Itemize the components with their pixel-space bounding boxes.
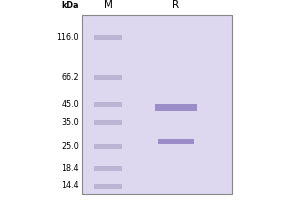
Bar <box>158 139 194 144</box>
Text: M: M <box>103 0 112 10</box>
Bar <box>94 102 122 107</box>
Bar <box>94 75 122 80</box>
Bar <box>82 15 232 194</box>
Bar <box>94 184 122 188</box>
Bar <box>155 104 197 111</box>
Text: 18.4: 18.4 <box>61 164 79 173</box>
Bar <box>94 166 122 171</box>
Text: 116.0: 116.0 <box>56 32 79 42</box>
Text: 25.0: 25.0 <box>61 142 79 151</box>
Text: 35.0: 35.0 <box>61 118 79 127</box>
Bar <box>94 144 122 149</box>
Text: kDa: kDa <box>61 1 79 10</box>
Text: R: R <box>172 0 180 10</box>
Text: 14.4: 14.4 <box>61 182 79 190</box>
Bar <box>94 120 122 125</box>
Text: 45.0: 45.0 <box>61 100 79 109</box>
Bar <box>94 34 122 40</box>
Text: 66.2: 66.2 <box>61 73 79 82</box>
